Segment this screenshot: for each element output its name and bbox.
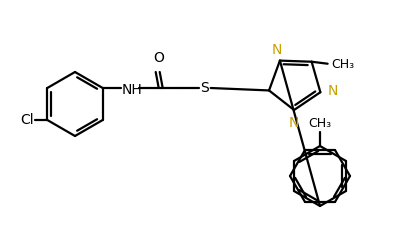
Text: N: N [272, 43, 282, 56]
Text: CH₃: CH₃ [331, 58, 355, 71]
Text: N: N [328, 84, 338, 98]
Text: CH₃: CH₃ [308, 116, 331, 129]
Text: N: N [289, 116, 299, 129]
Text: O: O [153, 51, 164, 65]
Text: NH: NH [122, 83, 143, 97]
Text: S: S [200, 81, 209, 94]
Text: Cl: Cl [21, 112, 34, 126]
